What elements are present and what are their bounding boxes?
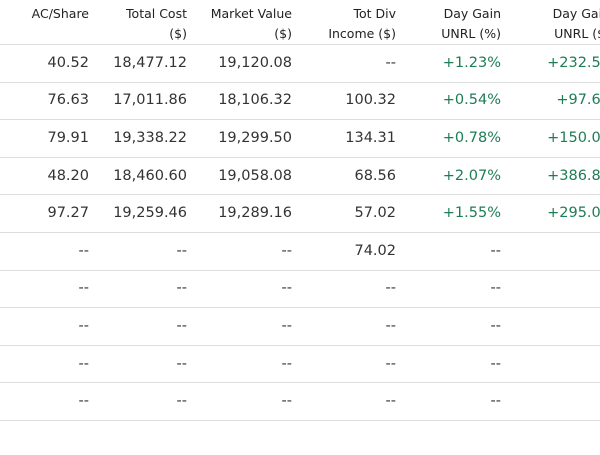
column-header: Market Value ($) — [182, 4, 292, 44]
column-header: Day Gain UNRL (%) — [391, 4, 501, 44]
row-divider — [0, 119, 600, 121]
table-cell: -- — [281, 318, 292, 334]
table-cell: +150.04 — [547, 130, 600, 146]
table-cell: -- — [500, 241, 600, 261]
table-cell: 74.02 — [354, 242, 396, 259]
table-cell: -- — [281, 393, 292, 410]
table-cell: -- — [78, 280, 89, 297]
table-cell: +386.83 — [547, 167, 600, 184]
table-cell: 18,460.60 — [113, 167, 187, 184]
column-header: Day Gain UNRL ($) — [500, 4, 600, 44]
row-divider — [0, 269, 600, 271]
table-cell: 100.32 — [345, 92, 396, 109]
row-divider — [0, 344, 600, 346]
table-cell: 68.56 — [354, 167, 396, 184]
column-header: AC/Share — [0, 4, 89, 24]
table-cell: +1.55% — [442, 205, 501, 222]
table-cell: +97.68 — [556, 92, 600, 109]
header-line: Income ($) — [328, 26, 396, 41]
table-cell: -- — [385, 280, 396, 297]
table-cell: -- — [176, 242, 187, 259]
table-cell: -- — [176, 393, 187, 410]
table-cell: 19,299.50 — [218, 130, 292, 146]
table-cell: +295.02 — [547, 205, 600, 222]
table-cell: 97.27 — [47, 205, 89, 222]
table-cell: -- — [490, 318, 501, 334]
row-divider — [0, 420, 600, 421]
table-cell: 18,106.32 — [218, 92, 292, 109]
table-cell: -- — [500, 391, 600, 411]
table-cell: -- — [500, 354, 600, 374]
header-line: Total Cost — [126, 6, 187, 21]
table-cell: -- — [176, 355, 187, 372]
table-cell: -- — [490, 242, 501, 259]
table-cell: 48.20 — [47, 167, 89, 184]
table-cell: -- — [281, 355, 292, 372]
table-cell: -- — [500, 278, 600, 298]
header-line: UNRL (%) — [441, 26, 501, 41]
row-divider — [0, 81, 600, 83]
table-cell: -- — [281, 242, 292, 259]
header-line: Day Gain — [552, 6, 600, 21]
table-cell: +0.78% — [442, 130, 501, 146]
table-cell: -- — [78, 318, 89, 334]
row-divider — [0, 194, 600, 196]
table-cell: -- — [385, 393, 396, 410]
header-line: ($) — [274, 26, 292, 41]
column-header: Tot Div Income ($) — [286, 4, 396, 44]
table-cell: +1.23% — [442, 54, 501, 71]
row-divider — [0, 382, 600, 384]
table-cell: -- — [78, 393, 89, 410]
table-cell: 134.31 — [345, 130, 396, 146]
table-cell: -- — [385, 54, 396, 71]
table-cell: -- — [176, 318, 187, 334]
table-cell: -- — [176, 280, 187, 297]
table-cell: -- — [78, 242, 89, 259]
table-cell: -- — [78, 355, 89, 372]
row-divider — [0, 156, 600, 158]
table-cell: -- — [385, 318, 396, 334]
table-cell: 57.02 — [354, 205, 396, 222]
header-line: Day Gain — [443, 6, 501, 21]
table-cell: -- — [490, 355, 501, 372]
row-divider — [0, 307, 600, 309]
header-line: ($) — [169, 26, 187, 41]
header-line: Tot Div — [353, 6, 396, 21]
header-line: UNRL ($) — [554, 26, 600, 41]
table-cell: 19,338.22 — [113, 130, 187, 146]
table-cell: 19,058.08 — [218, 167, 292, 184]
table-cell: +232.56 — [547, 54, 600, 71]
table-cell: -- — [385, 355, 396, 372]
table-cell: 17,011.86 — [113, 92, 187, 109]
table-cell: 19,259.46 — [113, 205, 187, 222]
table-cell: 40.52 — [47, 54, 89, 71]
header-divider — [0, 44, 600, 45]
table-cell: 19,120.08 — [218, 54, 292, 71]
table-cell: 79.91 — [47, 130, 89, 146]
table-cell: -- — [490, 393, 501, 410]
table-cell: +0.54% — [442, 92, 501, 109]
table-cell: 19,289.16 — [218, 205, 292, 222]
table-cell: -- — [281, 280, 292, 297]
header-line: Market Value — [210, 6, 292, 21]
table-cell: 76.63 — [47, 92, 89, 109]
table-cell: +2.07% — [442, 167, 501, 184]
header-line: AC/Share — [31, 6, 89, 21]
table-cell: -- — [500, 316, 600, 336]
table-cell: 18,477.12 — [113, 54, 187, 71]
row-divider — [0, 232, 600, 233]
table-cell: -- — [490, 280, 501, 297]
column-header: Total Cost ($) — [77, 4, 187, 44]
